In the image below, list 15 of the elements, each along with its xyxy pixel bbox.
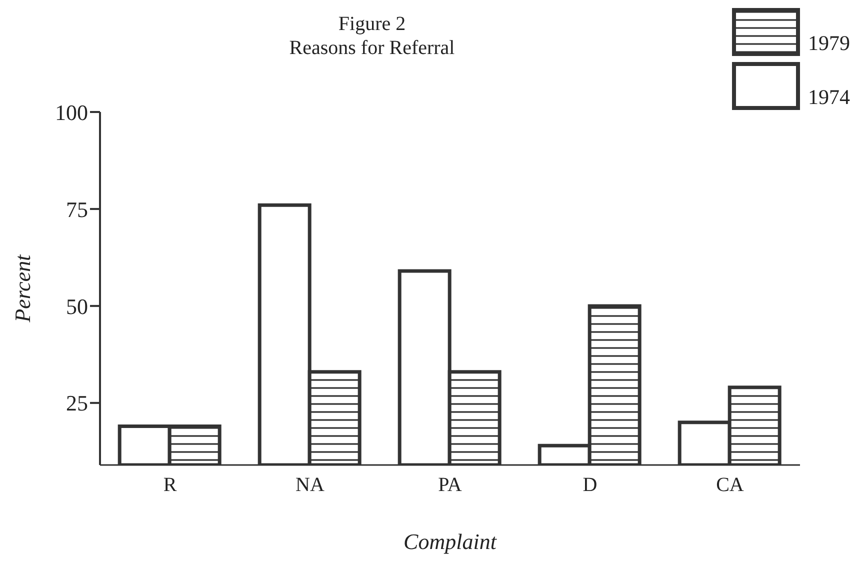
- chart-title: Figure 2: [337, 12, 407, 36]
- x-tick-label: D: [582, 474, 598, 496]
- y-tick-label: 75: [66, 196, 88, 222]
- x-tick-label: PA: [438, 474, 462, 496]
- y-tick-label: 100: [55, 100, 88, 125]
- chart-subtitle: Reasons for Referral: [288, 36, 456, 60]
- y-tick-label: 25: [66, 390, 88, 416]
- legend-label: 1974: [808, 85, 850, 110]
- x-tick-label: R: [163, 474, 178, 496]
- x-tick-label: NA: [296, 474, 325, 496]
- x-axis-title: Complaint: [404, 529, 498, 554]
- x-tick-label: CA: [716, 474, 744, 496]
- legend-label: 1979: [808, 31, 850, 56]
- y-tick-label: 50: [66, 294, 88, 319]
- y-axis-title: Percent: [10, 254, 35, 324]
